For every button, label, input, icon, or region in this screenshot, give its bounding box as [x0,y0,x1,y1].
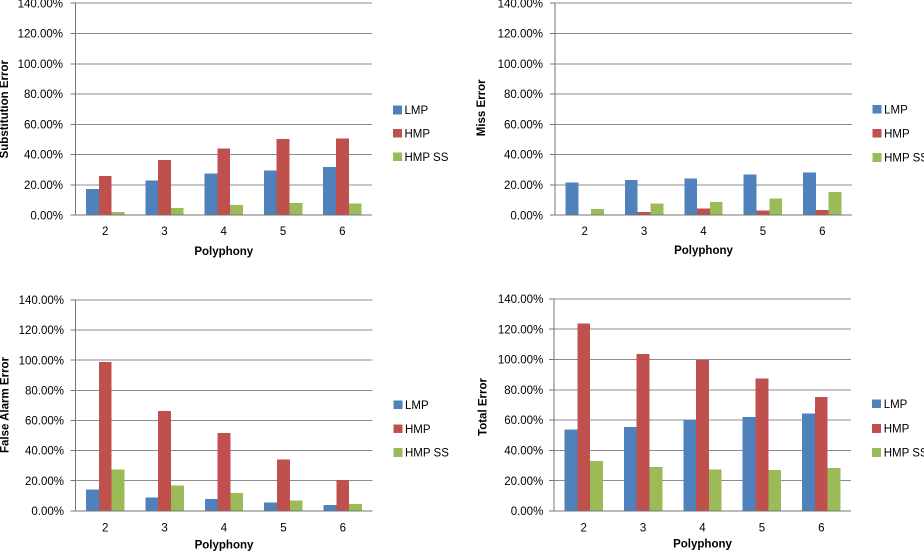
svg-text:4: 4 [221,522,228,534]
svg-text:40.00%: 40.00% [504,150,543,162]
svg-text:120.00%: 120.00% [498,324,543,336]
svg-text:0.00%: 0.00% [31,506,64,518]
svg-text:2: 2 [581,226,587,238]
svg-text:20.00%: 20.00% [25,476,64,488]
svg-text:6: 6 [818,522,824,534]
svg-text:140.00%: 140.00% [19,295,64,307]
svg-text:140.00%: 140.00% [18,0,63,10]
svg-text:40.00%: 40.00% [24,150,63,162]
svg-text:Polyphony: Polyphony [195,540,254,552]
svg-text:80.00%: 80.00% [504,385,543,397]
svg-text:80.00%: 80.00% [25,385,64,397]
svg-text:6: 6 [340,522,346,534]
svg-text:HMP SS: HMP SS [405,448,449,460]
svg-text:40.00%: 40.00% [504,446,543,458]
svg-text:100.00%: 100.00% [498,59,543,71]
svg-text:HMP: HMP [884,424,910,436]
svg-text:Total Error: Total Error [478,378,490,436]
svg-text:5: 5 [759,522,765,534]
svg-text:HMP SS: HMP SS [884,153,924,165]
svg-text:4: 4 [221,226,228,238]
svg-text:2: 2 [580,522,586,534]
svg-text:HMP SS: HMP SS [405,152,449,164]
svg-text:60.00%: 60.00% [504,415,543,427]
svg-text:2: 2 [102,522,108,534]
svg-text:3: 3 [161,226,167,238]
svg-text:HMP: HMP [405,128,431,140]
svg-text:LMP: LMP [884,104,908,116]
svg-text:Polyphony: Polyphony [674,245,733,257]
svg-text:0.00%: 0.00% [30,210,63,222]
svg-text:6: 6 [339,226,345,238]
svg-text:HMP SS: HMP SS [884,448,924,460]
svg-text:5: 5 [280,522,286,534]
svg-text:Polyphony: Polyphony [194,246,253,258]
svg-text:3: 3 [161,522,167,534]
svg-text:5: 5 [280,226,286,238]
svg-text:60.00%: 60.00% [504,119,543,131]
svg-text:Polyphony: Polyphony [673,539,732,551]
svg-text:0.00%: 0.00% [510,210,543,222]
svg-text:20.00%: 20.00% [504,180,543,192]
svg-text:3: 3 [640,522,646,534]
svg-text:4: 4 [699,522,706,534]
svg-text:HMP: HMP [405,424,431,436]
svg-text:20.00%: 20.00% [24,180,63,192]
svg-text:20.00%: 20.00% [504,476,543,488]
svg-text:LMP: LMP [405,400,429,412]
svg-text:120.00%: 120.00% [18,29,63,41]
svg-text:80.00%: 80.00% [24,89,63,101]
svg-text:LMP: LMP [884,399,908,411]
svg-text:HMP: HMP [884,128,910,140]
svg-text:LMP: LMP [405,105,429,117]
svg-text:6: 6 [819,226,825,238]
svg-text:140.00%: 140.00% [498,0,543,10]
svg-text:120.00%: 120.00% [19,325,64,337]
svg-text:Substitution Error: Substitution Error [0,59,11,158]
svg-text:5: 5 [760,226,766,238]
svg-text:100.00%: 100.00% [19,355,64,367]
svg-text:60.00%: 60.00% [24,119,63,131]
svg-text:140.00%: 140.00% [498,294,543,306]
svg-text:False Alarm Error: False Alarm Error [0,356,12,453]
svg-text:0.00%: 0.00% [511,506,544,518]
svg-text:60.00%: 60.00% [25,416,64,428]
svg-text:120.00%: 120.00% [498,29,543,41]
svg-text:2: 2 [102,226,108,238]
svg-text:100.00%: 100.00% [18,59,63,71]
svg-text:100.00%: 100.00% [498,355,543,367]
svg-text:80.00%: 80.00% [504,89,543,101]
svg-text:3: 3 [641,226,647,238]
svg-text:4: 4 [700,226,707,238]
svg-text:40.00%: 40.00% [25,446,64,458]
svg-text:Miss Error: Miss Error [476,79,488,136]
